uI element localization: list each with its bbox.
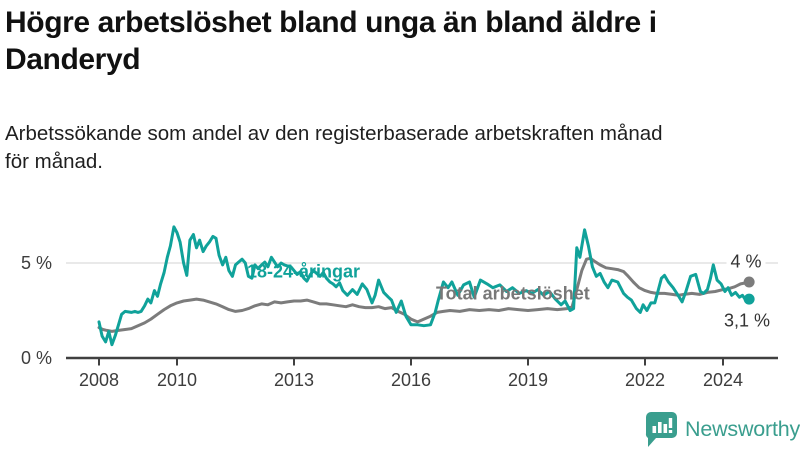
subtitle-line-1: Arbetssökande som andel av den registerb… — [5, 122, 663, 145]
page-title: Högre arbetslöshet bland unga än bland ä… — [5, 4, 797, 78]
x-tick-label-2008: 2008 — [79, 370, 119, 390]
series-label-18-24: 18-24-åringar — [247, 261, 361, 282]
line-chart: 2008 2010 2013 2016 2019 2022 2024 5 % 0 % — [0, 200, 800, 400]
series-line-18-24 — [97, 225, 751, 347]
logo-exclamation-bar — [668, 418, 673, 428]
x-tick-label-2019: 2019 — [508, 370, 548, 390]
chart-subtitle: Arbetssökande som andel av den registerb… — [5, 120, 797, 176]
logo-exclamation-dot — [668, 430, 673, 433]
series-label-total: Total arbetslöshet — [436, 283, 590, 304]
subtitle-line-2: för månad. — [5, 150, 103, 173]
series-end-dot-total — [743, 276, 755, 288]
x-tick-label-2022: 2022 — [625, 370, 665, 390]
x-tick-label-2010: 2010 — [157, 370, 197, 390]
y-tick-label-5: 5 % — [21, 253, 52, 273]
x-tick-label-2024: 2024 — [703, 370, 743, 390]
chart-canvas: 2008 2010 2013 2016 2019 2022 2024 5 % 0 % — [21, 225, 778, 390]
newsworthy-logo-text: Newsworthy — [685, 416, 800, 441]
y-tick-label-0: 0 % — [21, 348, 52, 368]
title-line-2: Danderyd — [5, 43, 141, 76]
newsworthy-logo: Newsworthy — [644, 410, 800, 448]
logo-bar-small — [652, 426, 657, 433]
x-tick-label-2016: 2016 — [391, 370, 431, 390]
x-tick-label-2013: 2013 — [274, 370, 314, 390]
series-line-total — [97, 256, 751, 333]
logo-bar-tall — [658, 422, 662, 433]
title-line-1: Högre arbetslöshet bland unga än bland ä… — [5, 6, 657, 39]
newsworthy-logo-icon — [645, 412, 677, 447]
end-value-label-18-24: 3,1 % — [723, 310, 771, 331]
logo-bar-medium — [663, 424, 668, 433]
series-end-dot-18-24 — [743, 293, 755, 305]
end-value-label-total: 4 % — [726, 251, 766, 273]
